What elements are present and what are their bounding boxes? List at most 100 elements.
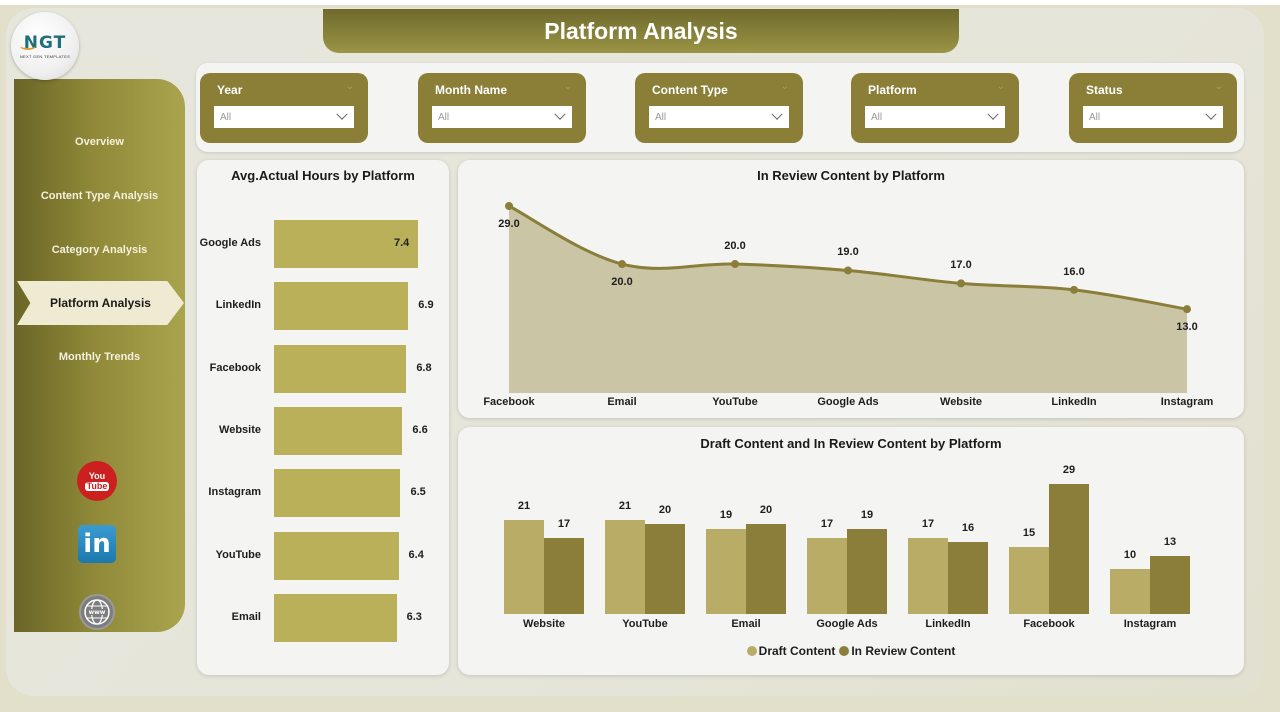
chevron-down-icon [336, 108, 348, 120]
slicer-clear-icon[interactable]: ⌄ [1214, 81, 1223, 92]
logo-text: NGT [19, 33, 67, 53]
bar[interactable] [274, 531, 399, 580]
legend-label: Draft Content [758, 644, 836, 658]
www-text: www [89, 609, 106, 616]
bar-category-label: Facebook [209, 361, 261, 374]
draft-bar[interactable] [605, 519, 645, 614]
chart-title: In Review Content by Platform [757, 168, 945, 183]
data-point[interactable] [618, 260, 626, 269]
globe-icon: www [84, 599, 110, 625]
data-point[interactable] [957, 279, 965, 288]
bar-value-label: 15 [1022, 526, 1036, 539]
data-point[interactable] [1070, 285, 1078, 294]
data-point[interactable] [844, 266, 852, 275]
bar-category-label: Google Ads [199, 237, 261, 249]
slicer-clear-icon[interactable]: ⌄ [996, 81, 1005, 92]
sidebar-item-overview[interactable]: Overview [75, 136, 124, 148]
x-axis-label: LinkedIn [1051, 396, 1097, 408]
point-value-label: 29.0 [498, 218, 520, 230]
data-point[interactable] [505, 202, 513, 210]
bar-category-label: Email [231, 610, 261, 623]
legend-dot-icon [839, 646, 850, 656]
chevron-down-icon [1205, 108, 1217, 120]
content-type-slicer-label: Content Type [652, 83, 728, 97]
point-value-label: 19.0 [837, 246, 859, 259]
linkedin-icon[interactable]: in [78, 525, 116, 563]
data-point[interactable] [1183, 305, 1191, 314]
slicer-clear-icon[interactable]: ⌄ [780, 81, 789, 92]
bar[interactable] [274, 282, 409, 331]
draft-bar[interactable] [706, 528, 746, 614]
bar-row[interactable]: LinkedIn 6.9 [197, 282, 447, 332]
bar-row[interactable]: Website 6.6 [197, 406, 447, 457]
draft-bar[interactable] [1110, 569, 1150, 614]
platform-slicer: Platform ⌄ All [851, 73, 1019, 143]
bar-row[interactable]: Email 6.3 [197, 593, 447, 644]
draft-bar[interactable] [1009, 546, 1049, 614]
in-review-bar[interactable] [544, 537, 584, 614]
in-review-content-chart: In Review Content by Platform 29.0 Facebo… [458, 160, 1244, 418]
x-axis-label: Instagram [1160, 396, 1214, 408]
bar-row[interactable]: YouTube 6.4 [197, 531, 447, 582]
bar[interactable] [274, 344, 407, 393]
bar[interactable] [274, 469, 401, 518]
month-name-slicer-label: Month Name [435, 83, 507, 97]
slicer-clear-icon[interactable]: ⌄ [345, 81, 354, 92]
bar[interactable] [274, 406, 403, 455]
slicer-clear-icon[interactable]: ⌄ [563, 81, 572, 92]
data-point[interactable] [731, 260, 739, 269]
youtube-tube-text: Tube [84, 480, 110, 491]
bar-row[interactable]: Google Ads 7.4 [197, 220, 447, 270]
bar-row[interactable]: Instagram 6.5 [197, 469, 447, 519]
year-dropdown[interactable]: All [214, 106, 354, 128]
draft-bar[interactable] [807, 537, 847, 614]
in-review-bar[interactable] [645, 524, 685, 614]
sidebar-item-content-type-analysis[interactable]: Content Type Analysis [40, 190, 159, 202]
x-axis-label: Facebook [1023, 618, 1075, 630]
month-name-dropdown[interactable]: All [432, 106, 572, 128]
bar-value-label: 17 [557, 517, 571, 530]
sidebar-item-platform-analysis[interactable]: Platform Analysis [17, 281, 184, 325]
status-dropdown-value: All [1089, 111, 1101, 123]
top-border [0, 0, 1280, 5]
in-review-bar[interactable] [948, 542, 988, 614]
area-fill [509, 206, 1187, 393]
in-review-bar[interactable] [1049, 484, 1089, 614]
draft-bar[interactable] [908, 537, 948, 614]
status-slicer-label: Status [1086, 83, 1123, 97]
x-axis-label: YouTube [622, 618, 668, 630]
draft-bar[interactable] [504, 519, 544, 614]
bar[interactable] [274, 220, 418, 268]
draft-vs-review-chart: Draft Content and In Review Content by P… [458, 427, 1244, 675]
sidebar-nav: Overview Content Type Analysis Category … [14, 79, 185, 632]
x-axis-label: Website [523, 618, 565, 630]
in-review-bar[interactable] [847, 528, 887, 614]
www-globe-icon[interactable]: www [79, 594, 115, 630]
status-dropdown[interactable]: All [1083, 106, 1223, 128]
x-axis-label: Google Ads [817, 396, 879, 408]
point-value-label: 16.0 [1063, 265, 1085, 278]
in-review-bar[interactable] [1150, 555, 1190, 614]
logo-subtitle: NEXT GEN TEMPLATES [19, 54, 71, 59]
content-type-dropdown[interactable]: All [649, 106, 789, 128]
youtube-icon[interactable]: You Tube [77, 461, 117, 501]
point-value-label: 13.0 [1176, 321, 1198, 334]
status-slicer: Status ⌄ All [1069, 73, 1237, 143]
platform-dropdown[interactable]: All [865, 106, 1005, 128]
x-axis-label: Email [607, 396, 637, 408]
legend-item-draft[interactable]: Draft Content [746, 644, 836, 658]
point-value-label: 20.0 [611, 276, 633, 289]
sidebar-item-monthly-trends[interactable]: Monthly Trends [58, 351, 141, 363]
bar-value-label: 6.9 [418, 299, 434, 312]
avg-actual-hours-chart: Avg.Actual Hours by Platform Google Ads 7… [197, 160, 449, 675]
in-review-bar[interactable] [746, 524, 786, 614]
x-axis-label: Facebook [483, 396, 535, 408]
legend-item-in-review[interactable]: In Review Content [839, 644, 955, 658]
sidebar-item-category-analysis[interactable]: Category Analysis [51, 244, 148, 256]
page-title: Platform Analysis [323, 9, 959, 53]
filter-panel: Year ⌄ All Month Name ⌄ All Content Type… [196, 63, 1244, 152]
month-name-slicer: Month Name ⌄ All [418, 73, 586, 143]
bar-row[interactable]: Facebook 6.8 [197, 344, 447, 395]
bar-value-label: 6.4 [408, 548, 424, 561]
bar[interactable] [274, 593, 397, 642]
